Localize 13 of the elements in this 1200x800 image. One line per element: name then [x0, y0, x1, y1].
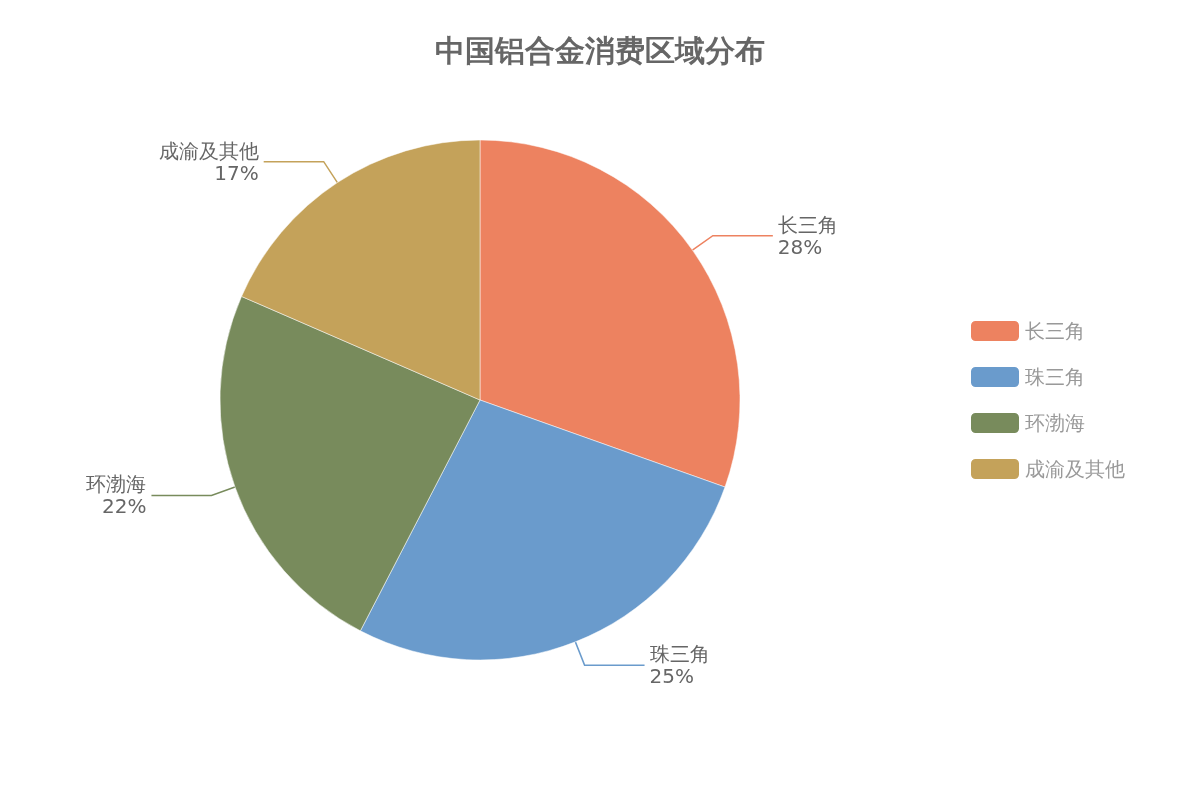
slice-label: 环渤海	[86, 472, 147, 497]
data-label: 17%	[214, 160, 259, 185]
slice-label: 成渝及其他	[158, 138, 259, 163]
slice-label: 珠三角	[649, 642, 710, 667]
legend-label: 长三角	[1025, 319, 1085, 343]
data-label: 25%	[649, 664, 695, 689]
data-label: 28%	[777, 234, 823, 259]
legend-label: 成渝及其他	[1025, 457, 1125, 481]
legend-label: 环渤海	[1025, 411, 1085, 435]
legend-label: 珠三角	[1025, 365, 1085, 389]
chart-title: 中国铝合金消费区域分布	[435, 32, 765, 68]
slice-label: 长三角	[777, 212, 838, 237]
data-label: 22%	[102, 494, 147, 519]
